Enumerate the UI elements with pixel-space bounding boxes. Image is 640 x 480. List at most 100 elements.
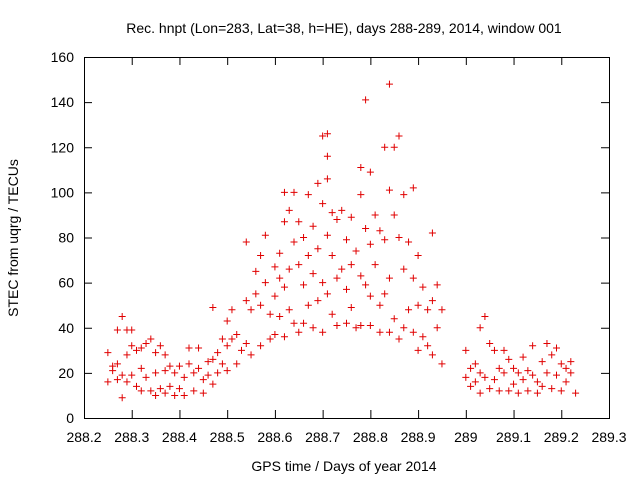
data-point xyxy=(247,351,255,359)
data-point xyxy=(257,342,265,350)
data-point xyxy=(495,387,503,395)
data-point xyxy=(424,342,432,350)
data-point xyxy=(338,206,346,214)
data-point xyxy=(395,132,403,140)
y-tick-label: 120 xyxy=(51,139,75,155)
data-point xyxy=(405,238,413,246)
y-tick-label: 100 xyxy=(51,184,75,200)
x-tick-label: 288.3 xyxy=(114,429,149,445)
x-tick-label: 288.4 xyxy=(162,429,197,445)
data-point xyxy=(343,236,350,244)
data-point xyxy=(175,385,183,393)
data-point xyxy=(175,362,183,370)
x-tick-label: 288.9 xyxy=(401,429,436,445)
data-point xyxy=(242,340,250,348)
data-point xyxy=(400,324,408,332)
data-point xyxy=(505,387,513,395)
data-point xyxy=(180,373,188,381)
data-point xyxy=(252,290,260,298)
data-point xyxy=(366,292,374,300)
data-point xyxy=(304,191,312,199)
data-point xyxy=(428,297,436,305)
data-point xyxy=(280,188,288,196)
data-point xyxy=(424,306,432,314)
data-point xyxy=(419,283,427,291)
data-point xyxy=(557,387,565,395)
data-point xyxy=(362,224,370,232)
data-point xyxy=(123,378,131,386)
data-point xyxy=(390,315,398,323)
data-point xyxy=(385,274,393,282)
data-point xyxy=(400,265,408,273)
data-point xyxy=(567,358,575,366)
data-point xyxy=(385,186,393,194)
data-point xyxy=(357,164,365,172)
data-point xyxy=(319,279,327,287)
data-point xyxy=(409,274,417,282)
data-point xyxy=(328,252,336,260)
data-point xyxy=(476,389,484,397)
data-point xyxy=(381,290,389,298)
x-axis: 288.2 288.3 288.4 288.5 288.6 288.7 288.8 288.9… xyxy=(66,57,627,445)
data-point xyxy=(347,261,355,269)
data-point xyxy=(366,240,374,248)
data-point xyxy=(500,369,508,377)
data-point xyxy=(562,364,570,372)
data-point xyxy=(381,143,389,151)
y-tick-label: 80 xyxy=(58,230,74,246)
data-point xyxy=(476,324,484,332)
data-point xyxy=(152,349,160,357)
data-point xyxy=(223,317,231,325)
data-point xyxy=(266,335,274,343)
x-tick-label: 288.2 xyxy=(66,429,101,445)
data-point xyxy=(543,340,551,348)
data-point xyxy=(328,209,336,217)
data-point xyxy=(128,371,136,379)
data-point xyxy=(304,252,312,260)
data-point xyxy=(166,362,174,370)
y-tick-label: 140 xyxy=(51,94,75,110)
data-point xyxy=(414,346,422,354)
data-point xyxy=(385,328,393,336)
data-point xyxy=(557,360,565,368)
data-point xyxy=(238,346,245,354)
data-point xyxy=(118,312,126,320)
data-point xyxy=(195,364,203,372)
data-point xyxy=(123,351,131,359)
data-point xyxy=(180,391,188,399)
data-point xyxy=(500,346,508,354)
data-point xyxy=(147,387,155,395)
data-point xyxy=(304,301,312,309)
data-point xyxy=(481,373,489,381)
data-point xyxy=(199,389,207,397)
data-point xyxy=(309,270,317,278)
data-point xyxy=(257,301,265,309)
data-point xyxy=(218,335,226,343)
chart-title: Rec. hnpt (Lon=283, Lat=38, h=HE), days … xyxy=(126,20,562,36)
data-point xyxy=(553,371,560,379)
data-point xyxy=(195,344,203,352)
data-point xyxy=(161,351,169,359)
data-point xyxy=(347,213,355,221)
data-point xyxy=(280,333,288,341)
data-point xyxy=(385,80,393,88)
data-point xyxy=(419,333,427,341)
data-point xyxy=(309,324,317,332)
data-point xyxy=(409,328,417,336)
x-tick-label: 289 xyxy=(454,429,478,445)
data-point xyxy=(548,385,556,393)
data-point xyxy=(152,391,160,399)
data-point xyxy=(381,236,389,244)
data-point xyxy=(242,297,250,305)
data-point xyxy=(223,367,231,375)
y-tick-label: 40 xyxy=(58,320,74,336)
data-point xyxy=(171,369,179,377)
data-point xyxy=(323,130,331,138)
y-axis-label: STEC from uqrg / TECUs xyxy=(5,159,21,317)
data-point xyxy=(467,364,475,372)
data-point xyxy=(314,297,322,305)
data-point xyxy=(395,335,403,343)
data-point xyxy=(347,303,355,311)
data-point xyxy=(209,303,217,311)
data-point xyxy=(467,382,475,390)
